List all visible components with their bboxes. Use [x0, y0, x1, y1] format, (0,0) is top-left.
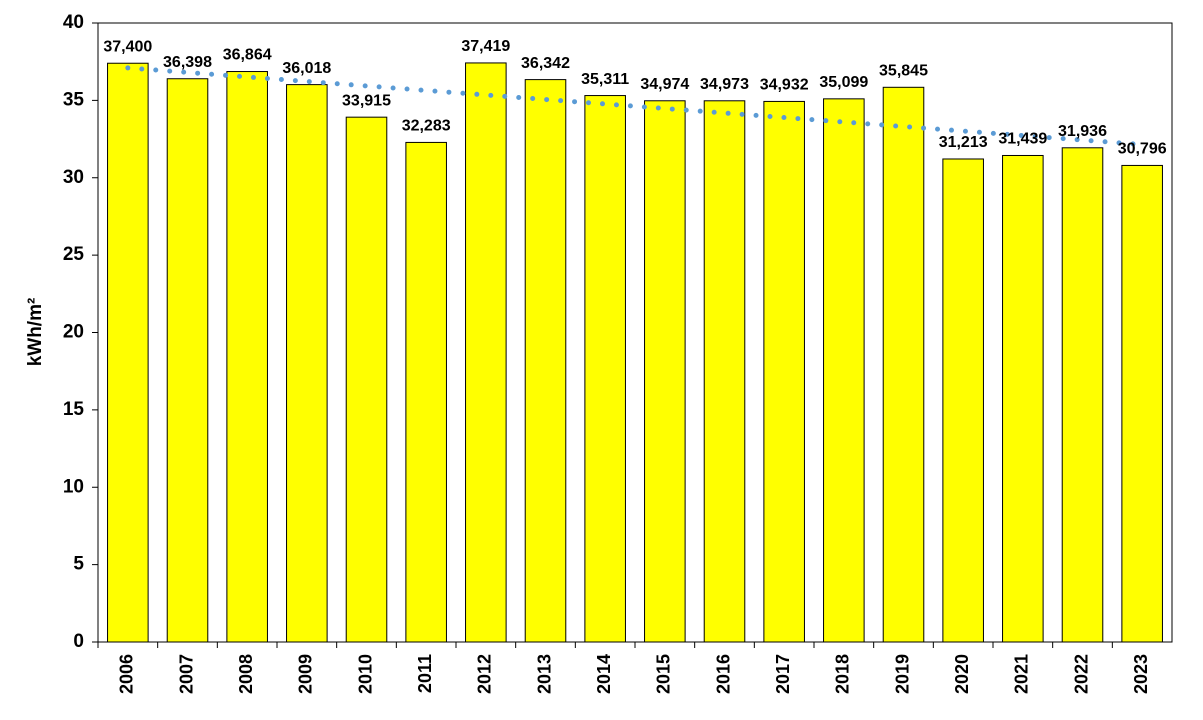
value-label: 32,283 [402, 118, 451, 135]
bar [1061, 147, 1104, 643]
bar [405, 141, 447, 643]
y-tick-label: 10 [63, 476, 84, 497]
bar [286, 84, 328, 643]
x-tick-label: 2010 [355, 654, 375, 694]
bar [703, 100, 746, 643]
y-tick-label: 35 [63, 89, 85, 110]
x-tick-label: 2006 [117, 654, 137, 694]
x-tick-label: 2019 [892, 654, 912, 694]
value-label: 31,213 [939, 134, 988, 151]
value-label: 31,936 [1058, 123, 1107, 140]
value-label: 30,796 [1118, 141, 1167, 158]
x-tick-label: 2012 [475, 654, 495, 694]
y-tick-label: 20 [63, 322, 84, 343]
y-axis-title: kWh/m² [25, 298, 46, 367]
x-tick-label: 2013 [534, 654, 554, 694]
x-tick-label: 2015 [654, 654, 674, 694]
bar [345, 116, 388, 643]
bar [166, 78, 209, 643]
bar [584, 95, 626, 643]
x-tick-label: 2011 [415, 654, 435, 693]
y-tick-label: 40 [63, 12, 84, 33]
value-label: 34,973 [700, 76, 749, 93]
bar [226, 71, 268, 643]
x-tick-label: 2023 [1131, 654, 1151, 694]
y-tick-label: 5 [73, 554, 84, 575]
value-label: 36,864 [223, 47, 272, 64]
bar [763, 100, 805, 643]
bar [524, 79, 567, 643]
bar [882, 86, 925, 643]
bar [823, 98, 865, 643]
x-tick-label: 2007 [176, 654, 196, 694]
bar [465, 62, 507, 643]
x-tick-label: 2022 [1071, 654, 1091, 694]
y-tick-label: 0 [73, 631, 84, 652]
x-tick-label: 2020 [952, 654, 972, 694]
y-tick-label: 15 [63, 399, 85, 420]
value-label: 37,400 [103, 38, 152, 55]
x-tick-label: 2018 [833, 654, 853, 694]
value-label: 36,398 [163, 54, 212, 71]
x-tick-label: 2009 [296, 654, 316, 694]
value-label: 33,915 [342, 92, 391, 109]
trend-line [125, 65, 1145, 148]
x-tick-label: 2008 [236, 654, 256, 694]
x-tick-label: 2021 [1012, 654, 1032, 694]
value-label: 31,439 [998, 131, 1047, 148]
x-tick-label: 2017 [773, 654, 793, 694]
value-label: 36,018 [282, 60, 331, 77]
value-label: 35,311 [581, 71, 629, 88]
bar [1121, 164, 1163, 643]
value-label: 34,974 [640, 76, 689, 93]
value-label: 37,419 [461, 38, 510, 55]
value-label: 35,099 [819, 74, 868, 91]
y-tick-label: 25 [63, 244, 85, 265]
x-tick-label: 2014 [594, 654, 614, 694]
bar [644, 100, 686, 643]
bar [942, 158, 984, 643]
bar [1002, 154, 1044, 643]
value-label: 34,932 [760, 77, 809, 94]
value-label: 36,342 [521, 55, 570, 72]
y-tick-label: 30 [63, 167, 84, 188]
x-tick-label: 2016 [713, 654, 733, 694]
value-label: 35,845 [879, 63, 928, 80]
bar [107, 62, 149, 643]
